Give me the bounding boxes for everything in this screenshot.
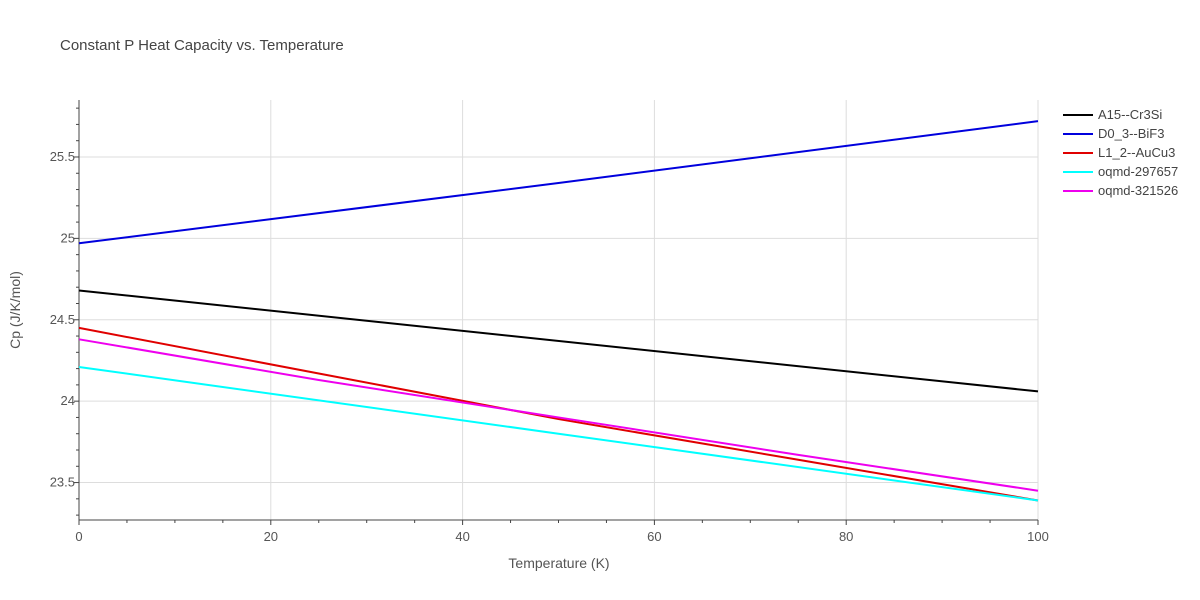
legend-label: oqmd-321526 xyxy=(1098,183,1178,198)
legend-label: L1_2--AuCu3 xyxy=(1098,145,1175,160)
series-line-A15--Cr3Si xyxy=(78,289,1039,393)
x-tick-label: 100 xyxy=(1027,529,1049,544)
x-tick-label: 80 xyxy=(839,529,853,544)
axes: 0 20 40 60 80 100 23.5 24 24.5 25 25.5 xyxy=(50,100,1049,544)
legend: A15--Cr3Si D0_3--BiF3 L1_2--AuCu3 oqmd-2976… xyxy=(1063,107,1178,198)
y-tick-label: 23.5 xyxy=(50,475,75,490)
y-tick-label: 24.5 xyxy=(50,312,75,327)
series-line-L1_2--AuCu3 xyxy=(78,326,1039,502)
legend-label: oqmd-297657 xyxy=(1098,164,1178,179)
y-tick-label: 25 xyxy=(61,230,75,245)
x-tick-label: 60 xyxy=(647,529,661,544)
x-tick-label: 0 xyxy=(75,529,82,544)
series-line-D0_3--BiF3 xyxy=(78,120,1039,245)
legend-label: D0_3--BiF3 xyxy=(1098,126,1164,141)
plot-series xyxy=(78,120,1039,502)
y-tick-label: 24 xyxy=(61,393,75,408)
x-tick-label: 40 xyxy=(455,529,469,544)
y-axis-title: Cp (J/K/mol) xyxy=(7,271,23,349)
legend-label: A15--Cr3Si xyxy=(1098,107,1162,122)
x-tick-label: 20 xyxy=(264,529,278,544)
chart-title: Constant P Heat Capacity vs. Temperature xyxy=(60,37,344,54)
grid xyxy=(79,100,1039,520)
x-axis-title: Temperature (K) xyxy=(508,555,609,571)
series-line-oqmd-321526 xyxy=(78,338,1039,492)
series-line-oqmd-297657 xyxy=(78,365,1039,502)
y-tick-label: 25.5 xyxy=(50,149,75,164)
